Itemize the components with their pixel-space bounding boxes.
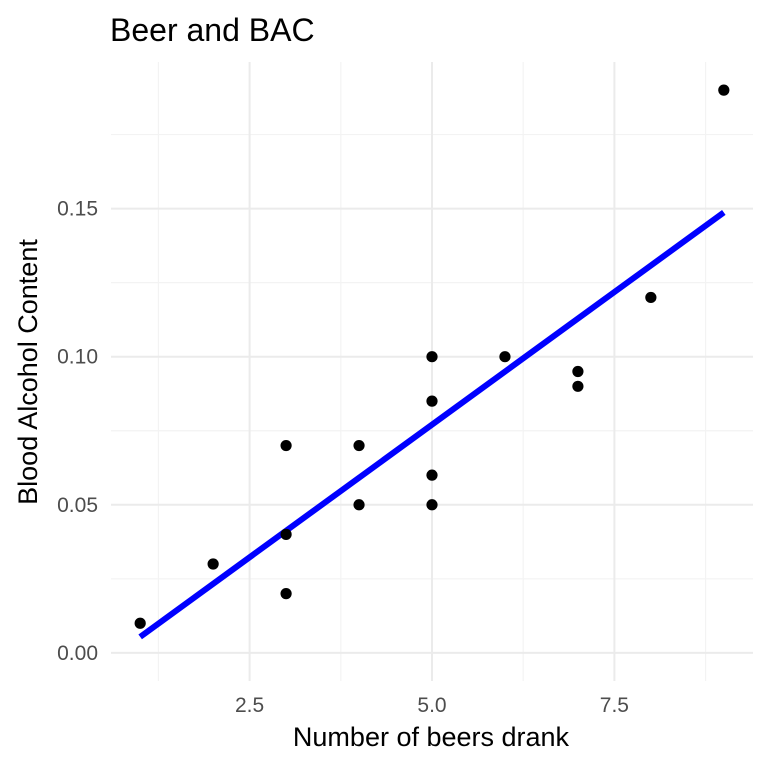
data-point xyxy=(134,617,146,629)
x-axis-title: Number of beers drank xyxy=(293,722,570,752)
fit-line-group xyxy=(138,210,726,640)
x-tick-label: 2.5 xyxy=(235,694,264,717)
chart-title: Beer and BAC xyxy=(110,12,315,48)
data-point xyxy=(645,291,657,304)
y-tick-label: 0.00 xyxy=(57,642,98,665)
data-point xyxy=(718,84,730,96)
data-point xyxy=(426,351,438,363)
data-point xyxy=(572,365,584,378)
regression-line xyxy=(138,210,726,640)
y-tick-label: 0.10 xyxy=(57,346,98,369)
x-axis-ticks: 2.5 5.0 7.5 xyxy=(235,694,629,717)
data-point xyxy=(499,351,511,363)
data-point xyxy=(207,558,219,570)
y-axis-ticks: 0.00 0.05 0.10 0.15 xyxy=(57,198,98,665)
data-point xyxy=(353,499,365,511)
data-point xyxy=(280,439,292,452)
x-tick-label: 5.0 xyxy=(417,694,446,717)
data-point xyxy=(280,528,292,540)
data-point xyxy=(280,588,292,600)
data-point xyxy=(426,395,438,407)
data-point xyxy=(572,380,584,392)
y-tick-label: 0.15 xyxy=(57,198,98,221)
y-axis-title: Blood Alcohol Content xyxy=(13,239,43,505)
x-tick-label: 7.5 xyxy=(600,694,629,717)
data-point xyxy=(426,469,438,481)
y-tick-label: 0.05 xyxy=(57,494,98,517)
data-point xyxy=(353,439,365,452)
data-point xyxy=(426,499,438,511)
data-points xyxy=(134,84,730,629)
